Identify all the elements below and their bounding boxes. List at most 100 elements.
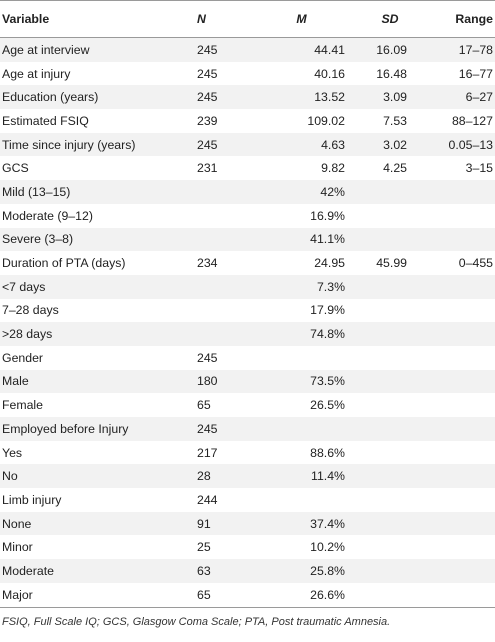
table-row: Time since injury (years) 245 4.63 3.02 0.05… <box>0 132 495 157</box>
cell-variable: Estimated FSIQ <box>2 113 89 128</box>
cell-range: 3–15 <box>465 161 493 176</box>
cell-m: 16.9% <box>310 208 345 223</box>
cell-m: 44.41 <box>252 37 351 62</box>
cell-variable: 7–28 days <box>2 303 59 318</box>
cell-sd <box>351 274 429 299</box>
cell-n <box>192 322 252 346</box>
cell-m: 26.5% <box>310 398 345 413</box>
cell-range <box>429 180 495 204</box>
cell-sd <box>351 299 429 323</box>
cell-sd <box>351 511 429 536</box>
cell-variable: Yes <box>2 445 23 460</box>
table-row: 7–28 days 17.9% <box>0 299 495 323</box>
table-row: Education (years) 245 13.52 3.09 6–27 <box>0 85 495 110</box>
cell-n: 231 <box>197 161 218 176</box>
cell-range <box>429 322 495 346</box>
table-row: None 91 37.4% <box>0 511 495 536</box>
cell-n: 245 <box>197 350 218 365</box>
cell-variable: GCS <box>2 161 29 176</box>
cell-range <box>429 369 495 394</box>
cell-n: 91 <box>192 511 252 536</box>
cell-sd: 7.53 <box>383 113 407 128</box>
table-row: Age at injury 245 40.16 16.48 16–77 <box>0 62 495 86</box>
table-row: Minor 25 10.2% <box>0 535 495 559</box>
table-container: Variable N M SD Range Age at interview 24… <box>0 0 495 628</box>
cell-variable: Severe (3–8) <box>0 227 192 252</box>
cell-n: 63 <box>192 559 252 583</box>
cell-m <box>252 417 351 441</box>
table-row: Employed before Injury 245 <box>0 417 495 441</box>
cell-m: 9.82 <box>321 161 345 176</box>
cell-m: 40.16 <box>314 66 345 81</box>
cell-n <box>192 180 252 204</box>
cell-variable: Male <box>0 369 192 394</box>
cell-n <box>192 274 252 299</box>
cell-m: 10.2% <box>310 540 345 555</box>
cell-range <box>429 464 495 489</box>
table-row: Limb injury 244 <box>0 488 495 512</box>
cell-range <box>429 299 495 323</box>
table-row: Age at interview 245 44.41 16.09 17–78 <box>0 37 495 62</box>
cell-range <box>429 393 495 417</box>
table-row: >28 days 74.8% <box>0 322 495 346</box>
cell-sd: 16.48 <box>376 66 407 81</box>
cell-variable: Age at injury <box>2 66 71 81</box>
cell-n: 245 <box>192 85 252 110</box>
table-row: Estimated FSIQ 239 109.02 7.53 88–127 <box>0 109 495 133</box>
cell-sd: 3.02 <box>351 132 429 157</box>
cell-m: 42% <box>252 180 351 204</box>
cell-range <box>429 488 495 512</box>
header-n: N <box>192 0 252 38</box>
cell-range <box>429 511 495 536</box>
cell-range <box>429 227 495 252</box>
table-row: Mild (13–15) 42% <box>0 180 495 204</box>
cell-variable: Employed before Injury <box>0 417 192 441</box>
cell-variable: >28 days <box>0 322 192 346</box>
cell-m: 24.95 <box>314 256 345 271</box>
cell-range: 0.05–13 <box>429 132 495 157</box>
cell-range <box>429 204 495 228</box>
cell-sd <box>351 488 429 512</box>
cell-sd <box>351 441 429 465</box>
cell-m: 109.02 <box>307 113 345 128</box>
cell-variable: Moderate <box>0 559 192 583</box>
cell-m: 4.63 <box>252 132 351 157</box>
header-m: M <box>252 0 351 38</box>
cell-range: 0–455 <box>458 256 493 271</box>
table-row: Moderate (9–12) 16.9% <box>0 204 495 228</box>
cell-range: 17–78 <box>429 37 495 62</box>
table-footnote: FSIQ, Full Scale IQ; GCS, Glasgow Coma S… <box>2 615 391 628</box>
cell-m: 37.4% <box>252 511 351 536</box>
cell-m: 17.9% <box>310 303 345 318</box>
cell-variable: Limb injury <box>2 492 62 507</box>
cell-range <box>429 441 495 465</box>
cell-sd <box>351 180 429 204</box>
cell-n: 180 <box>192 369 252 394</box>
cell-sd <box>351 535 429 559</box>
cell-sd: 45.99 <box>376 256 407 271</box>
cell-sd <box>351 582 429 608</box>
cell-n <box>192 299 252 323</box>
cell-n: 217 <box>197 445 218 460</box>
cell-sd <box>351 204 429 228</box>
table-row: <7 days 7.3% <box>0 274 495 299</box>
cell-variable: Moderate (9–12) <box>2 208 93 223</box>
cell-n: 245 <box>192 417 252 441</box>
cell-m: 73.5% <box>252 369 351 394</box>
cell-m: 74.8% <box>252 322 351 346</box>
cell-m: 41.1% <box>252 227 351 252</box>
cell-sd: 3.09 <box>351 85 429 110</box>
cell-m <box>252 346 351 370</box>
cell-m: 25.8% <box>252 559 351 583</box>
table-header: Variable N M SD Range <box>0 0 495 38</box>
cell-sd <box>351 227 429 252</box>
cell-sd <box>351 464 429 489</box>
cell-variable: None <box>0 511 192 536</box>
table-row: Duration of PTA (days) 234 24.95 45.99 0–455 <box>0 251 495 275</box>
cell-n: 25 <box>197 540 211 555</box>
cell-sd: 4.25 <box>383 161 407 176</box>
demographics-table: Variable N M SD Range Age at interview 24… <box>0 0 495 608</box>
table-row: Male 180 73.5% <box>0 369 495 394</box>
cell-m: 88.6% <box>310 445 345 460</box>
cell-variable: Age at interview <box>0 37 192 62</box>
